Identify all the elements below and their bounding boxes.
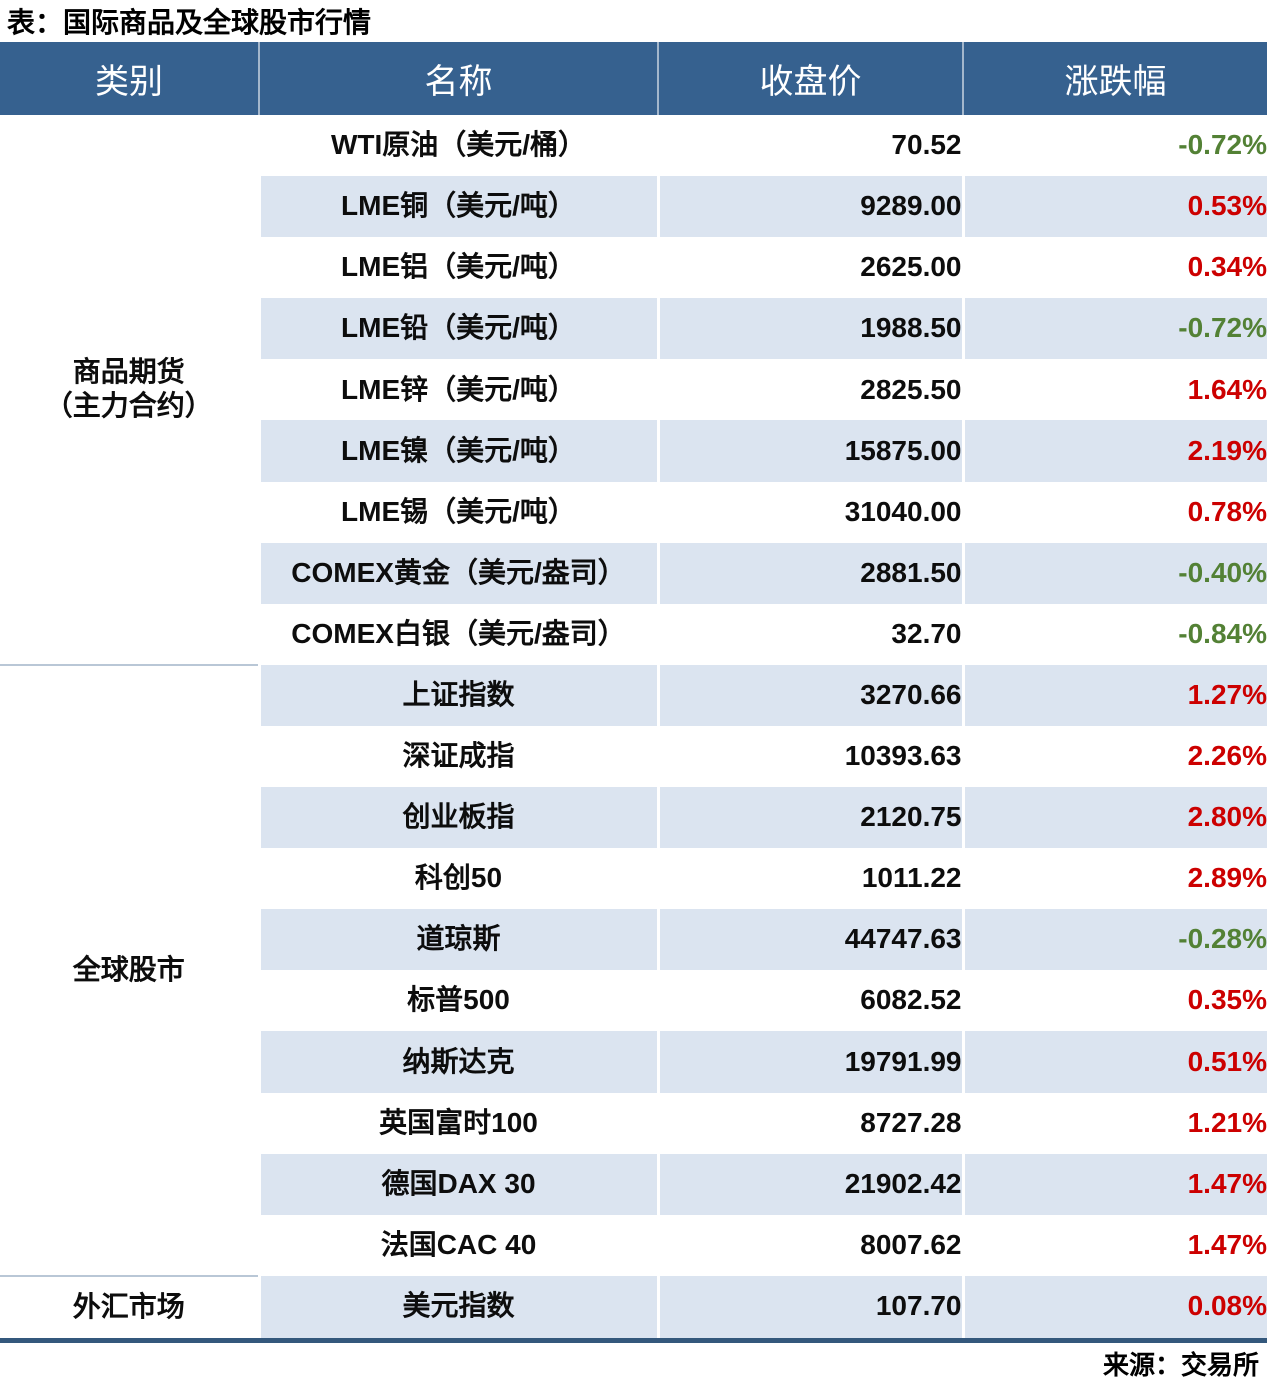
- instrument-name: 英国富时100: [257, 1092, 658, 1154]
- instrument-name: LME铝（美元/吨）: [257, 237, 658, 299]
- close-price: 70.52: [656, 115, 963, 177]
- table-row: 纳斯达克 19791.99 0.51%: [0, 1031, 1267, 1093]
- table-row: LME锌（美元/吨） 2825.50 1.64%: [0, 359, 1267, 421]
- instrument-name: 法国CAC 40: [257, 1214, 658, 1276]
- category-label-line: 商品期货: [72, 355, 185, 387]
- table-row: 英国富时100 8727.28 1.21%: [0, 1092, 1267, 1154]
- instrument-name: 标普500: [257, 970, 658, 1032]
- change-percent: 0.53%: [961, 176, 1267, 238]
- instrument-name: 纳斯达克: [257, 1031, 658, 1093]
- instrument-name: 科创50: [257, 848, 658, 910]
- close-price: 2825.50: [656, 359, 963, 421]
- column-header-name: 名称: [258, 42, 658, 115]
- change-percent: 1.27%: [961, 664, 1267, 726]
- table-row: 创业板指 2120.75 2.80%: [0, 787, 1267, 849]
- change-percent: 0.34%: [961, 237, 1267, 299]
- category-label-line: （主力合约）: [44, 390, 213, 422]
- instrument-name: 深证成指: [257, 725, 658, 788]
- close-price: 6082.52: [656, 970, 963, 1032]
- change-percent: 1.47%: [961, 1153, 1267, 1215]
- instrument-name: WTI原油（美元/桶）: [257, 115, 658, 177]
- market-table: 类别 名称 收盘价 涨跌幅 商品期货 （主力合约） WTI原油（美元/桶） 70.52…: [0, 42, 1267, 1343]
- instrument-name: LME铅（美元/吨）: [257, 298, 658, 360]
- category-label-line: 全球股市: [72, 953, 185, 985]
- instrument-name: LME镍（美元/吨）: [257, 420, 658, 482]
- instrument-name: 上证指数: [257, 664, 658, 726]
- source-note: 来源：交易所: [1102, 1349, 1259, 1380]
- table-row: 道琼斯 44747.63 -0.28%: [0, 909, 1267, 971]
- change-percent: 0.51%: [961, 1031, 1267, 1093]
- close-price: 44747.63: [656, 909, 963, 971]
- close-price: 8007.62: [656, 1214, 963, 1276]
- category-cell: 商品期货 （主力合约）: [0, 115, 259, 665]
- change-percent: 1.47%: [961, 1214, 1267, 1276]
- column-header-category: 类别: [0, 42, 259, 115]
- category-cell: 全球股市: [0, 663, 259, 1276]
- table-row: 深证成指 10393.63 2.26%: [0, 725, 1267, 788]
- table-row: LME镍（美元/吨） 15875.00 2.19%: [0, 420, 1267, 482]
- instrument-name: 美元指数: [257, 1275, 658, 1341]
- change-percent: -0.28%: [961, 909, 1267, 971]
- change-percent: 1.21%: [961, 1092, 1267, 1154]
- close-price: 31040.00: [656, 481, 963, 543]
- change-percent: -0.72%: [961, 298, 1267, 360]
- instrument-name: LME铜（美元/吨）: [257, 176, 658, 238]
- change-percent: 2.19%: [961, 420, 1267, 482]
- change-percent: -0.84%: [961, 603, 1267, 665]
- close-price: 107.70: [656, 1275, 963, 1341]
- close-price: 1988.50: [656, 298, 963, 360]
- table-body: 商品期货 （主力合约） WTI原油（美元/桶） 70.52 -0.72% LME铜（美元/…: [0, 115, 1267, 1341]
- close-price: 1011.22: [656, 848, 963, 910]
- instrument-name: 道琼斯: [257, 909, 658, 971]
- table-row: 全球股市 上证指数 3270.66 1.27%: [0, 663, 1267, 1276]
- change-percent: 0.35%: [961, 970, 1267, 1032]
- table-row: COMEX白银（美元/盎司） 32.70 -0.84%: [0, 603, 1267, 665]
- instrument-name: 德国DAX 30: [257, 1153, 658, 1215]
- instrument-name: LME锡（美元/吨）: [257, 481, 658, 543]
- instrument-name: LME锌（美元/吨）: [257, 359, 658, 421]
- table-row: 德国DAX 30 21902.42 1.47%: [0, 1153, 1267, 1215]
- category-label-line: 外汇市场: [72, 1290, 185, 1322]
- page-title: 表：国际商品及全球股市行情: [7, 7, 372, 38]
- close-price: 3270.66: [656, 664, 963, 726]
- change-percent: 2.80%: [961, 787, 1267, 849]
- column-header-change: 涨跌幅: [962, 42, 1267, 115]
- change-percent: 0.08%: [961, 1275, 1267, 1341]
- close-price: 19791.99: [656, 1031, 963, 1093]
- table-row: LME铅（美元/吨） 1988.50 -0.72%: [0, 298, 1267, 360]
- table-row: LME铝（美元/吨） 2625.00 0.34%: [0, 237, 1267, 299]
- table-row: LME锡（美元/吨） 31040.00 0.78%: [0, 481, 1267, 543]
- close-price: 2120.75: [656, 787, 963, 849]
- close-price: 2625.00: [656, 237, 963, 299]
- table-row: COMEX黄金（美元/盎司） 2881.50 -0.40%: [0, 542, 1267, 604]
- table-header: 类别 名称 收盘价 涨跌幅: [0, 42, 1267, 115]
- close-price: 8727.28: [656, 1092, 963, 1154]
- change-percent: 2.89%: [961, 848, 1267, 910]
- close-price: 32.70: [656, 603, 963, 665]
- table-row: LME铜（美元/吨） 9289.00 0.53%: [0, 176, 1267, 238]
- table-row: 科创50 1011.22 2.89%: [0, 848, 1267, 910]
- table-row: 商品期货 （主力合约） WTI原油（美元/桶） 70.52 -0.72%: [0, 115, 1267, 665]
- instrument-name: COMEX白银（美元/盎司）: [257, 603, 658, 665]
- close-price: 15875.00: [656, 420, 963, 482]
- instrument-name: 创业板指: [257, 787, 658, 849]
- change-percent: -0.72%: [961, 115, 1267, 177]
- table-row: 标普500 6082.52 0.35%: [0, 970, 1267, 1032]
- table-row: 外汇市场 美元指数 107.70 0.08%: [0, 1274, 1267, 1341]
- close-price: 10393.63: [656, 725, 963, 788]
- change-percent: -0.40%: [961, 542, 1267, 604]
- header-row: 类别 名称 收盘价 涨跌幅: [0, 42, 1267, 115]
- column-header-close: 收盘价: [657, 42, 963, 115]
- change-percent: 2.26%: [961, 725, 1267, 788]
- close-price: 2881.50: [656, 542, 963, 604]
- close-price: 9289.00: [656, 176, 963, 238]
- instrument-name: COMEX黄金（美元/盎司）: [257, 542, 658, 604]
- table-row: 法国CAC 40 8007.62 1.47%: [0, 1214, 1267, 1276]
- close-price: 21902.42: [656, 1153, 963, 1215]
- change-percent: 0.78%: [961, 481, 1267, 543]
- category-cell: 外汇市场: [0, 1274, 259, 1341]
- change-percent: 1.64%: [961, 359, 1267, 421]
